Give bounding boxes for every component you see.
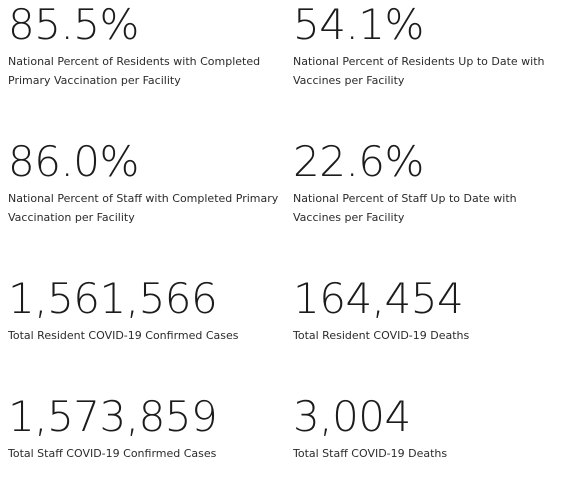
stat-label: National Percent of Staff with Completed… <box>8 192 279 224</box>
stat-label: National Percent of Residents Up to Date… <box>293 55 545 87</box>
stat-value: 1,561,566 <box>8 274 218 323</box>
stat-staff-deaths: 3,004 Total Staff COVID-19 Deaths <box>293 396 568 463</box>
stat-value: 86.0% <box>8 137 139 186</box>
stat-staff-primary-vaccination: 86.0% National Percent of Staff with Com… <box>8 141 283 227</box>
stat-value: 85.5% <box>8 0 139 49</box>
stat-label: Total Staff COVID-19 Deaths <box>293 447 448 460</box>
stat-label: National Percent of Staff Up to Date wit… <box>293 192 517 224</box>
stat-value: 3,004 <box>293 392 411 441</box>
stat-label: Total Resident COVID-19 Deaths <box>293 329 470 342</box>
stat-label: National Percent of Residents with Compl… <box>8 55 261 87</box>
stat-staff-up-to-date: 22.6% National Percent of Staff Up to Da… <box>293 141 568 227</box>
stat-resident-cases: 1,561,566 Total Resident COVID-19 Confir… <box>8 278 283 345</box>
stat-label: Total Staff COVID-19 Confirmed Cases <box>8 447 217 460</box>
stat-value: 1,573,859 <box>8 392 218 441</box>
stat-resident-deaths: 164,454 Total Resident COVID-19 Deaths <box>293 278 568 345</box>
stat-staff-cases: 1,573,859 Total Staff COVID-19 Confirmed… <box>8 396 283 463</box>
stat-residents-up-to-date: 54.1% National Percent of Residents Up t… <box>293 4 568 90</box>
stat-value: 22.6% <box>293 137 424 186</box>
stat-residents-primary-vaccination: 85.5% National Percent of Residents with… <box>8 4 283 90</box>
stat-value: 54.1% <box>293 0 424 49</box>
stat-value: 164,454 <box>293 274 464 323</box>
stat-label: Total Resident COVID-19 Confirmed Cases <box>8 329 239 342</box>
